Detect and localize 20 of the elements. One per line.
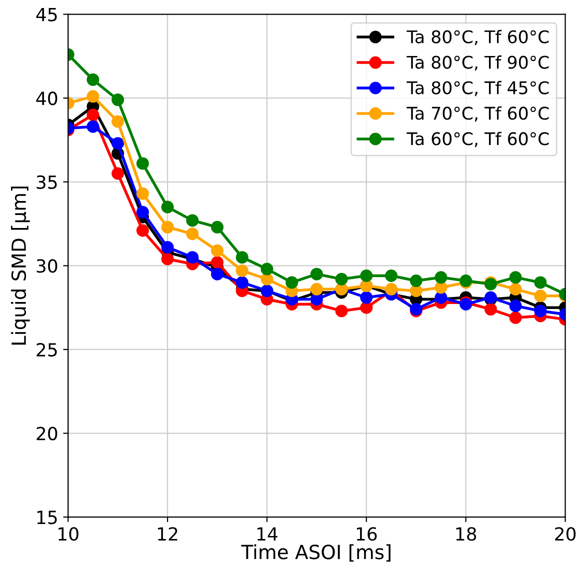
legend-label: Ta 80°C, Tf 60°C — [406, 30, 549, 46]
y-tick-label: 25 — [36, 342, 57, 357]
x-tick-label: 16 — [356, 527, 377, 541]
x-tick-label: 12 — [158, 527, 178, 541]
legend-label: Ta 80°C, Tf 90°C — [406, 55, 549, 71]
legend-label: Ta 70°C, Tf 60°C — [406, 106, 549, 122]
x-tick-label: 14 — [257, 527, 278, 541]
legend-label: Ta 80°C, Tf 45°C — [406, 80, 549, 96]
y-tick-label: 20 — [36, 426, 58, 440]
x-tick-label: 10 — [58, 527, 78, 541]
y-tick-label: 30 — [36, 259, 58, 273]
x-tick-label: 18 — [456, 527, 476, 541]
x-tick-label: 20 — [555, 527, 576, 541]
y-tick-label: 45 — [36, 8, 57, 22]
y-tick-label: 15 — [37, 510, 57, 524]
y-tick-label: 35 — [36, 175, 57, 190]
y-tick-label: 40 — [36, 92, 58, 106]
y-axis-title: Liquid SMD [μm] — [11, 186, 30, 345]
legend-label: Ta 60°C, Tf 60°C — [406, 132, 549, 148]
x-axis-title: Time ASOI [ms] — [241, 544, 390, 562]
